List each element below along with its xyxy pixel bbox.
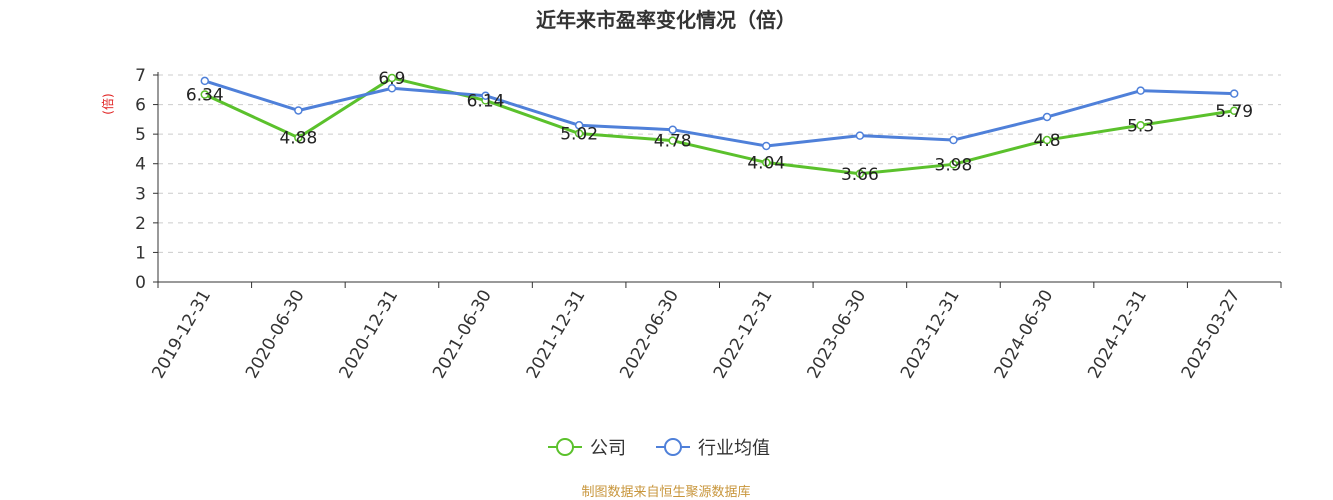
data-point-1[interactable] [855, 131, 865, 140]
y-tick-label: 0 [135, 273, 146, 293]
series-layer [200, 73, 1239, 179]
x-tick-label: 2022-12-31 [710, 287, 777, 383]
data-label: 6.34 [186, 86, 224, 106]
data-label: 5.02 [560, 125, 598, 145]
x-axis-ticks: 2019-12-31 2020-06-30 2020-12-31 2021-06-30… [148, 282, 1282, 383]
legend-marker [664, 438, 682, 456]
data-point-0[interactable] [1042, 135, 1052, 145]
x-tick-label: 2020-06-30 [242, 287, 309, 383]
data-point-0[interactable] [200, 90, 210, 99]
data-label: 5.3 [1127, 116, 1154, 136]
data-point-1[interactable] [1136, 86, 1145, 95]
legend-label: 公司 [590, 438, 626, 459]
data-point-1[interactable] [762, 141, 771, 151]
x-tick-label: 2024-12-31 [1084, 287, 1151, 383]
data-point-1[interactable] [668, 125, 677, 134]
grid-lines [158, 74, 1281, 253]
data-label: 3.66 [841, 165, 879, 185]
data-point-0[interactable] [387, 73, 397, 83]
data-label: 3.98 [935, 155, 973, 175]
x-tick-label: 2025-03-27 [1178, 287, 1245, 383]
x-tick-label: 2023-12-31 [897, 286, 964, 382]
legend-item-0[interactable]: 公司 [548, 438, 626, 459]
series-line-1 [204, 79, 1235, 148]
data-point-1[interactable] [1042, 112, 1052, 122]
data-label: 4.88 [279, 129, 317, 149]
data-point-0[interactable] [762, 158, 771, 167]
data-label: 4.04 [747, 154, 785, 174]
data-point-1[interactable] [387, 84, 397, 93]
y-tick-label: 6 [135, 96, 146, 116]
data-point-0[interactable] [1229, 106, 1239, 116]
data-labels: 6.34 4.88 6.9 6.14 5.02 4.78 4.04 3.66 3.98 4.8 5.… [186, 69, 1253, 185]
data-point-1[interactable] [1229, 89, 1239, 98]
source-note: 制图数据来自恒生聚源数据库 [581, 484, 750, 500]
data-label: 6.14 [467, 91, 505, 111]
data-point-0[interactable] [949, 160, 958, 169]
series-line-0 [204, 76, 1235, 176]
y-tick-label: 7 [135, 66, 146, 86]
data-point-1[interactable] [949, 135, 958, 145]
legend[interactable]: 公司 行业均值 [548, 438, 770, 459]
data-label: 4.8 [1034, 131, 1061, 151]
data-label: 4.78 [654, 132, 692, 152]
x-tick-label: 2019-12-31 [148, 287, 215, 383]
x-tick-label: 2022-06-30 [616, 287, 683, 383]
legend-marker [556, 438, 574, 456]
y-tick-label: 1 [135, 243, 146, 263]
y-tick-label: 4 [135, 155, 146, 175]
data-point-1[interactable] [481, 91, 490, 100]
data-label: 6.9 [378, 69, 405, 89]
x-tick-label: 2023-06-30 [803, 287, 870, 383]
data-point-1[interactable] [200, 76, 210, 86]
data-point-0[interactable] [668, 136, 677, 145]
x-tick-label: 2020-12-31 [336, 287, 403, 383]
data-point-0[interactable] [855, 169, 865, 179]
x-tick-label: 2024-06-30 [991, 287, 1058, 383]
x-tick-label: 2021-06-30 [429, 286, 496, 382]
y-tick-label: 2 [135, 214, 146, 234]
y-axis-ticks: 0 1 2 3 4 5 6 7 [135, 66, 158, 293]
y-axis-unit-label: (倍) [100, 93, 115, 114]
legend-label: 行业均值 [698, 438, 770, 459]
data-point-0[interactable] [1136, 121, 1145, 130]
legend-item-1[interactable]: 行业均值 [656, 438, 770, 459]
data-point-1[interactable] [294, 106, 303, 115]
data-point-0[interactable] [294, 133, 303, 142]
x-tick-label: 2021-12-31 [523, 287, 590, 383]
chart-title: 近年来市盈率变化情况（倍） [536, 8, 796, 32]
y-tick-label: 5 [135, 125, 146, 145]
data-point-1[interactable] [574, 121, 584, 130]
data-label: 5.79 [1215, 102, 1253, 122]
y-tick-label: 3 [135, 184, 146, 204]
data-point-0[interactable] [574, 129, 584, 138]
